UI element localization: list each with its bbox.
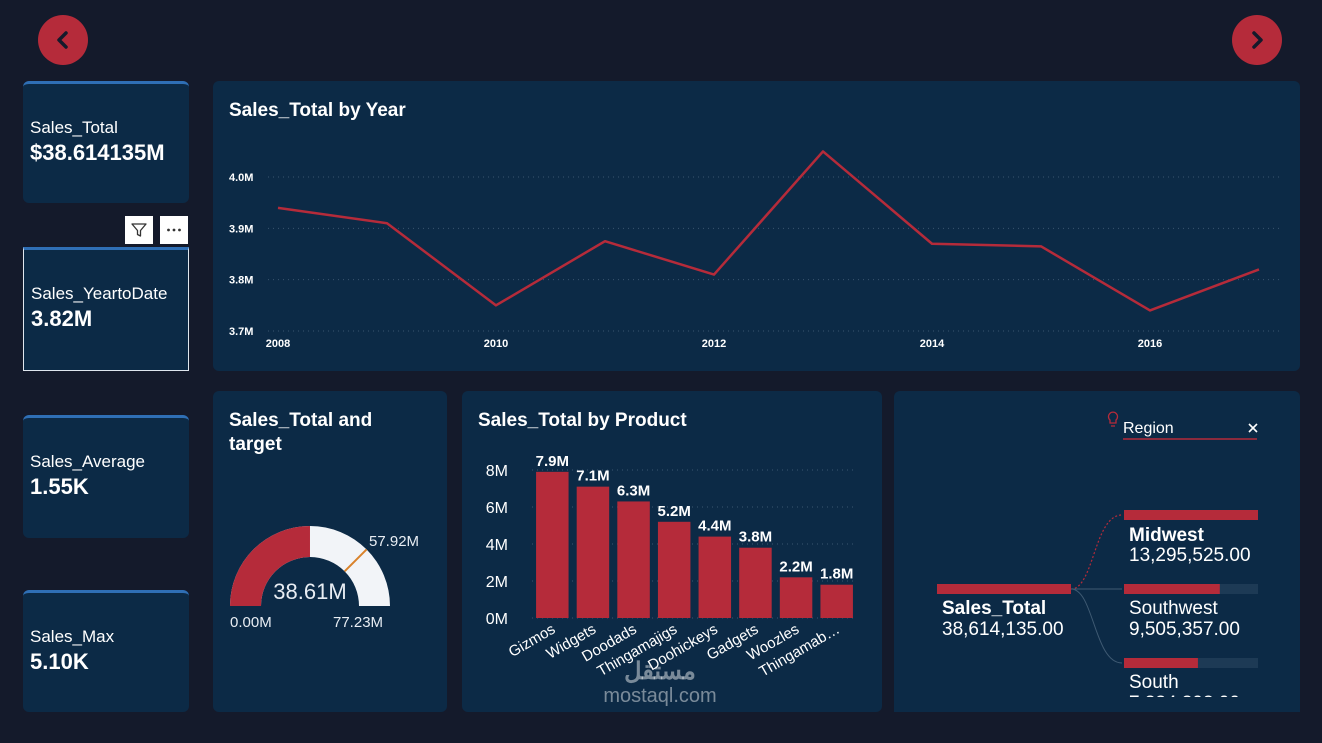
x-tick-label: 2016 [1138, 338, 1162, 350]
node-bar [1124, 658, 1198, 668]
gauge-min-label: 0.00M [230, 614, 272, 631]
node-name: South [1129, 672, 1179, 693]
connector-south [1070, 588, 1123, 664]
scroll-clip [894, 697, 1300, 712]
line-chart-panel[interactable]: Sales_Total by Year 3.7M 3.8M 3.9M 4.0M 2008… [213, 81, 1300, 371]
kpi-card-sales-max[interactable]: Sales_Max 5.10K [23, 590, 189, 712]
bar-data-label: 7.1M [576, 468, 609, 485]
chart-title: Sales_Total by Product [478, 410, 687, 431]
kpi-value: 1.55K [30, 474, 89, 499]
root-node-value: 38,614,135.00 [942, 619, 1064, 640]
decomposition-tree: Region Sales_Total 38,614,135.00 Midwest… [894, 411, 1300, 712]
bar [657, 521, 691, 618]
y-tick-label: 0M [486, 611, 508, 628]
x-tick-label: 2008 [266, 338, 290, 350]
tree-node-southwest[interactable]: Southwest 9,505,357.00 [1124, 584, 1258, 640]
kpi-card-sales-average[interactable]: Sales_Average 1.55K [23, 415, 189, 538]
kpi-label: Sales_Average [30, 452, 145, 471]
decomposition-tree-panel[interactable]: Region Sales_Total 38,614,135.00 Midwest… [894, 391, 1300, 712]
bar [820, 584, 853, 618]
bar [698, 536, 732, 618]
y-tick-label: 3.7M [229, 326, 253, 338]
bar-data-label: 4.4M [698, 518, 731, 535]
gauge-max-label: 77.23M [333, 614, 383, 631]
bar-data-label: 1.8M [820, 566, 853, 583]
x-tick-label: 2012 [702, 338, 726, 350]
x-tick-label: 2014 [920, 338, 945, 350]
bar-chart-panel[interactable]: Sales_Total by Product 0M 2M 4M 6M 8M 7.9M Giz… [462, 391, 882, 712]
bar [739, 547, 772, 618]
line-chart: 3.7M 3.8M 3.9M 4.0M 2008 2010 2012 2014 2016 [229, 150, 1279, 350]
node-bar [1124, 510, 1258, 520]
bar-data-label: 5.2M [658, 503, 691, 520]
filter-button[interactable] [125, 216, 153, 244]
gauge-chart: 38.61M 0.00M 77.23M 57.92M [230, 526, 419, 631]
kpi-label: Sales_Max [30, 627, 115, 646]
node-name: Southwest [1129, 598, 1218, 619]
node-name: Midwest [1129, 525, 1205, 546]
kpi-label: Sales_Total [30, 118, 118, 137]
y-tick-label: 8M [486, 463, 508, 480]
close-icon[interactable] [1248, 423, 1258, 433]
bar [576, 486, 610, 618]
y-tick-label: 4.0M [229, 172, 253, 184]
series-line [277, 150, 1260, 312]
bar-data-label: 2.2M [779, 558, 812, 575]
node-value: 9,505,357.00 [1129, 619, 1240, 640]
chart-title: Sales_Total by Year [229, 100, 406, 121]
chevron-left-icon [57, 31, 68, 49]
node-value: 13,295,525.00 [1129, 545, 1251, 566]
bar [617, 501, 650, 618]
bar-data-label: 6.3M [617, 482, 650, 499]
lightbulb-icon [1107, 411, 1119, 427]
kpi-card-sales-total[interactable]: Sales_Total $38.614135M [23, 81, 189, 203]
watermark-url: mostaql.com [603, 685, 717, 707]
gauge-target-marker [343, 548, 368, 573]
y-tick-label: 6M [486, 500, 508, 517]
tree-node-midwest[interactable]: Midwest 13,295,525.00 [1124, 510, 1258, 566]
chart-title-line-2: target [229, 434, 282, 455]
more-options-icon [167, 228, 181, 232]
region-field-label: Region [1123, 420, 1174, 437]
gauge-value-label: 38.61M [273, 579, 346, 604]
next-page-button[interactable] [1232, 15, 1282, 65]
previous-page-button[interactable] [38, 15, 88, 65]
bar [536, 471, 569, 618]
y-tick-label: 3.9M [229, 223, 253, 235]
kpi-card-sales-ytd[interactable]: Sales_YeartoDate 3.82M [23, 247, 189, 371]
chart-title-line-1: Sales_Total and [229, 410, 373, 431]
y-tick-label: 4M [486, 537, 508, 554]
watermark-logo: مستقل [624, 658, 696, 685]
y-tick-label: 2M [486, 574, 508, 591]
gauge-target-label: 57.92M [369, 533, 419, 550]
filter-icon [131, 223, 147, 237]
x-tick-label: 2010 [484, 338, 508, 350]
bar-chart: 0M2M4M6M8M7.9MGizmos7.1MWidgets6.3MDooda… [486, 453, 857, 680]
bar [779, 577, 813, 618]
more-options-button[interactable] [160, 216, 188, 244]
kpi-value: $38.614135M [30, 140, 165, 165]
region-field-selector[interactable]: Region [1107, 411, 1258, 440]
y-tick-label: 3.8M [229, 275, 253, 287]
watermark: مستقل mostaql.com [580, 660, 740, 708]
chart-title: Sales_Total and target [229, 409, 372, 457]
gauge-panel[interactable]: Sales_Total and target 38.61M 0.00M 77.2… [213, 391, 447, 712]
root-node-name: Sales_Total [942, 598, 1046, 619]
node-bar [1124, 584, 1220, 594]
bar-data-label: 7.9M [536, 453, 569, 470]
bar-data-label: 3.8M [739, 529, 772, 546]
chevron-right-icon [1252, 31, 1263, 49]
root-node-bar [937, 584, 1071, 594]
connector-midwest [1070, 514, 1123, 590]
gauge-fill [230, 526, 310, 606]
kpi-value: 5.10K [30, 649, 89, 674]
kpi-value: 3.82M [31, 306, 93, 331]
kpi-label: Sales_YeartoDate [31, 284, 168, 303]
